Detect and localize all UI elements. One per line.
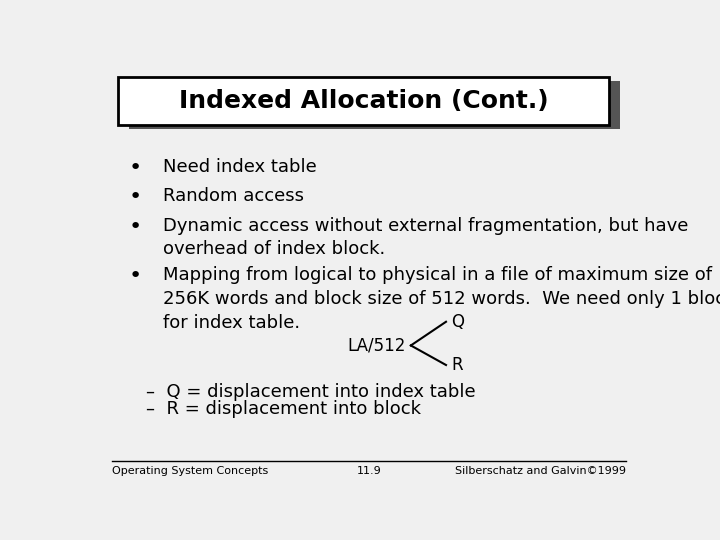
FancyBboxPatch shape	[129, 82, 620, 129]
Text: –  R = displacement into block: – R = displacement into block	[145, 400, 420, 418]
Text: •: •	[129, 266, 143, 286]
Text: •: •	[129, 158, 143, 178]
Text: Need index table: Need index table	[163, 158, 316, 177]
Text: 11.9: 11.9	[356, 466, 382, 476]
FancyBboxPatch shape	[118, 77, 609, 125]
Text: Dynamic access without external fragmentation, but have
overhead of index block.: Dynamic access without external fragment…	[163, 217, 688, 258]
Text: •: •	[129, 187, 143, 207]
Text: Random access: Random access	[163, 187, 304, 205]
Text: Operating System Concepts: Operating System Concepts	[112, 466, 269, 476]
Text: •: •	[129, 217, 143, 237]
Text: Mapping from logical to physical in a file of maximum size of
256K words and blo: Mapping from logical to physical in a fi…	[163, 266, 720, 332]
Text: Silberschatz and Galvin©1999: Silberschatz and Galvin©1999	[455, 466, 626, 476]
Text: Q: Q	[451, 313, 464, 331]
Text: –  Q = displacement into index table: – Q = displacement into index table	[145, 383, 475, 401]
Text: R: R	[451, 356, 463, 374]
Text: LA/512: LA/512	[347, 336, 405, 354]
Text: Indexed Allocation (Cont.): Indexed Allocation (Cont.)	[179, 89, 548, 113]
